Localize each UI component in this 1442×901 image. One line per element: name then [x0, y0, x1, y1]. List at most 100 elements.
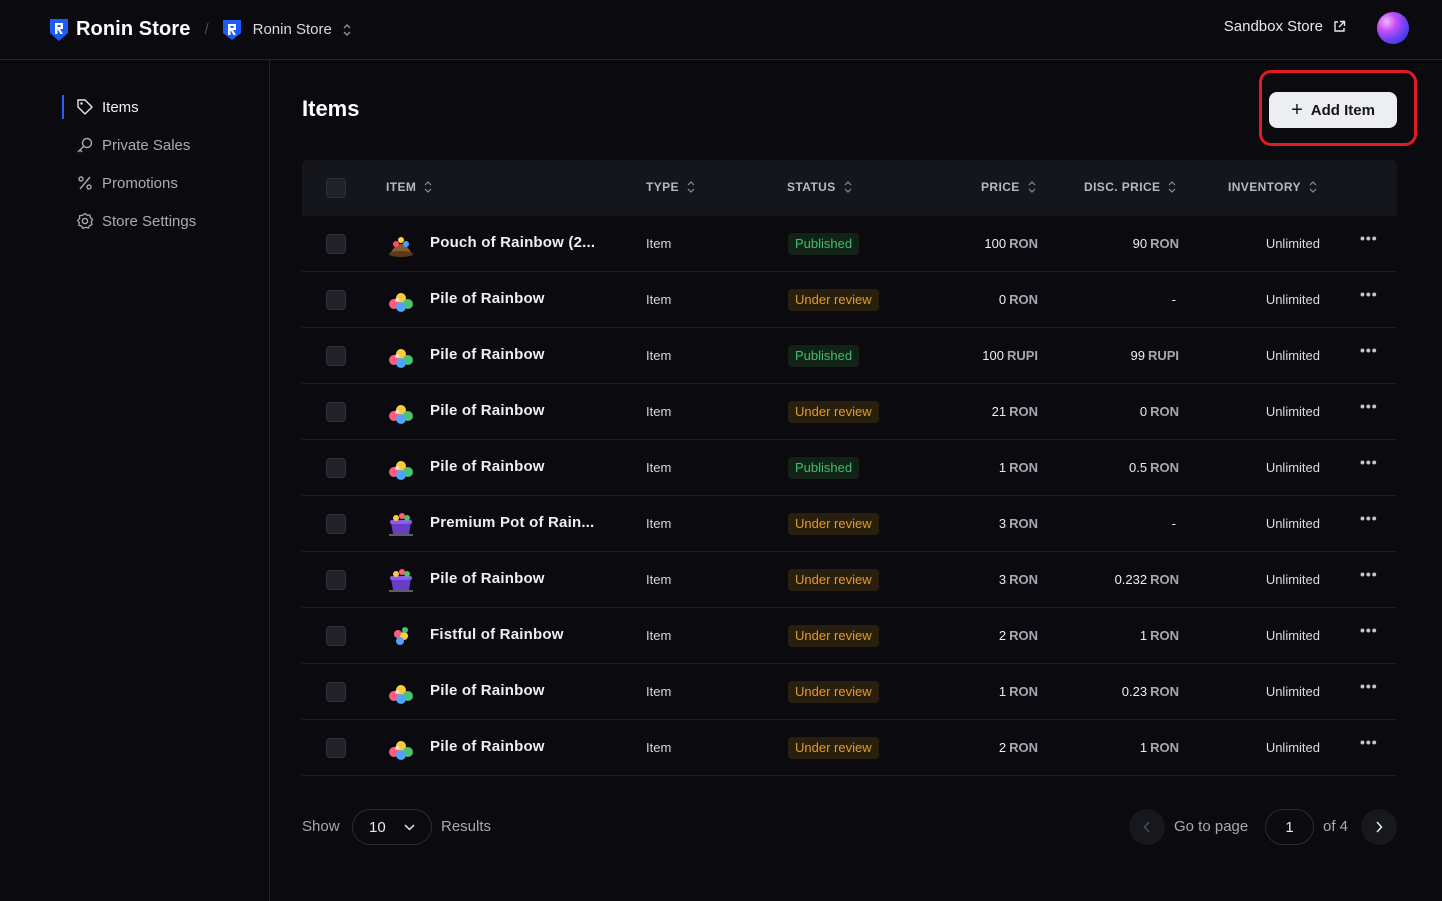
price-currency: RON [1009, 516, 1038, 531]
table-header: ITEM TYPE STATUS PRICE DISC. PRICE INVEN… [302, 160, 1397, 216]
more-actions-icon[interactable]: ••• [1360, 566, 1378, 582]
chevron-up-down-icon[interactable] [342, 23, 352, 37]
sidebar-item-label: Private Sales [102, 136, 191, 154]
price-cell: 3 RON [999, 516, 1038, 531]
inventory-cell: Unlimited [1265, 348, 1320, 363]
price-cell: 100 RUPI [982, 348, 1038, 363]
price-currency: RON [1009, 628, 1038, 643]
select-all-checkbox[interactable] [326, 178, 346, 198]
brand-name[interactable]: Ronin Store [76, 18, 191, 40]
item-name[interactable]: Pile of Rainbow [430, 738, 545, 755]
item-name[interactable]: Fistful of Rainbow [430, 626, 564, 643]
store-switcher[interactable]: Ronin Store [252, 21, 332, 38]
sort-icon [1028, 181, 1036, 193]
item-thumbnail [386, 510, 416, 538]
row-checkbox[interactable] [326, 570, 346, 590]
price-cell: 1 RON [999, 460, 1038, 475]
sidebar-item-label: Promotions [102, 174, 178, 192]
column-header-status[interactable]: STATUS [787, 180, 852, 194]
column-header-disc-price[interactable]: DISC. PRICE [1084, 180, 1176, 194]
row-checkbox[interactable] [326, 402, 346, 422]
item-name[interactable]: Pile of Rainbow [430, 290, 545, 307]
sidebar-item-label: Store Settings [102, 212, 197, 230]
table-row[interactable]: Pile of Rainbow Item Under review 21 RON 0 RON… [302, 384, 1397, 440]
item-thumbnail [386, 622, 416, 650]
price-currency: RUPI [1006, 348, 1038, 363]
status-badge: Under review [788, 289, 879, 311]
item-type: Item [646, 628, 672, 643]
table-row[interactable]: Pile of Rainbow Item Published 1 RON 0.5 RON Un… [302, 440, 1397, 496]
item-thumbnail [386, 230, 416, 258]
add-item-button[interactable]: + Add Item [1269, 92, 1397, 128]
avatar[interactable] [1377, 12, 1409, 44]
sidebar-item-private-sales[interactable]: Private Sales [62, 133, 190, 157]
disc-price-cell: 0.232 RON [1115, 572, 1179, 587]
previous-page-button[interactable] [1129, 809, 1165, 845]
row-checkbox[interactable] [326, 458, 346, 478]
table-row[interactable]: Pouch of Rainbow (2... Item Published 100 RO… [302, 216, 1397, 272]
table-row[interactable]: Pile of Rainbow Item Published 100 RUPI 99 RUP… [302, 328, 1397, 384]
more-actions-icon[interactable]: ••• [1360, 286, 1378, 302]
more-actions-icon[interactable]: ••• [1360, 734, 1378, 750]
price-currency: RON [1009, 236, 1038, 251]
table-row[interactable]: Pile of Rainbow Item Under review 2 RON 1 RON U… [302, 720, 1397, 776]
sidebar-item-store-settings[interactable]: Store Settings [62, 209, 196, 233]
more-actions-icon[interactable]: ••• [1360, 342, 1378, 358]
table-row[interactable]: Pile of Rainbow Item Under review 0 RON - Unli… [302, 272, 1397, 328]
inventory-cell: Unlimited [1265, 572, 1320, 587]
more-actions-icon[interactable]: ••• [1360, 622, 1378, 638]
disc-price-value: 90 [1132, 236, 1148, 251]
disc-price-cell: 0.5 RON [1129, 460, 1179, 475]
row-checkbox[interactable] [326, 626, 346, 646]
sort-icon [844, 181, 852, 193]
item-name[interactable]: Premium Pot of Rain... [430, 514, 595, 531]
row-checkbox[interactable] [326, 682, 346, 702]
item-name[interactable]: Pile of Rainbow [430, 458, 545, 475]
row-checkbox[interactable] [326, 290, 346, 310]
table-row[interactable]: Fistful of Rainbow Item Under review 2 RON 1 R… [302, 608, 1397, 664]
more-actions-icon[interactable]: ••• [1360, 398, 1378, 414]
item-name[interactable]: Pile of Rainbow [430, 682, 545, 699]
more-actions-icon[interactable]: ••• [1360, 454, 1378, 470]
price-value: 3 [998, 572, 1007, 587]
price-currency: RON [1009, 460, 1038, 475]
more-actions-icon[interactable]: ••• [1360, 678, 1378, 694]
column-header-price[interactable]: PRICE [981, 180, 1036, 194]
item-name[interactable]: Pile of Rainbow [430, 570, 545, 587]
sandbox-store-link[interactable]: Sandbox Store [1224, 18, 1346, 35]
sidebar-item-promotions[interactable]: Promotions [62, 171, 178, 195]
column-header-inventory[interactable]: INVENTORY [1228, 180, 1317, 194]
status-badge: Under review [788, 569, 879, 591]
next-page-button[interactable] [1361, 809, 1397, 845]
table-row[interactable]: Premium Pot of Rain... Item Under review 3 R… [302, 496, 1397, 552]
row-checkbox[interactable] [326, 738, 346, 758]
table-row[interactable]: Pile of Rainbow Item Under review 1 RON 0.23 R… [302, 664, 1397, 720]
disc-price-value: - [1171, 516, 1176, 531]
page-number-input[interactable] [1265, 809, 1314, 845]
price-value: 0 [998, 292, 1007, 307]
chevron-down-icon [404, 824, 415, 831]
chevron-left-icon [1143, 821, 1150, 833]
item-thumbnail [386, 454, 416, 482]
price-cell: 2 RON [999, 740, 1038, 755]
item-name[interactable]: Pile of Rainbow [430, 346, 545, 363]
more-actions-icon[interactable]: ••• [1360, 230, 1378, 246]
row-checkbox[interactable] [326, 234, 346, 254]
table-row[interactable]: Pile of Rainbow Item Under review 3 RON 0.232… [302, 552, 1397, 608]
column-label: INVENTORY [1228, 180, 1301, 194]
row-checkbox[interactable] [326, 514, 346, 534]
sidebar-item-items[interactable]: Items [62, 95, 139, 119]
page-size-select[interactable]: 10 [352, 809, 432, 845]
status-badge: Under review [788, 513, 879, 535]
sort-icon [687, 181, 695, 193]
row-checkbox[interactable] [326, 346, 346, 366]
column-header-type[interactable]: TYPE [646, 180, 695, 194]
item-name[interactable]: Pile of Rainbow [430, 402, 545, 419]
status-badge: Under review [788, 681, 879, 703]
item-name[interactable]: Pouch of Rainbow (2... [430, 234, 596, 251]
status-badge: Published [788, 457, 860, 479]
column-header-item[interactable]: ITEM [386, 180, 432, 194]
more-actions-icon[interactable]: ••• [1360, 510, 1378, 526]
inventory-cell: Unlimited [1265, 292, 1320, 307]
item-type: Item [646, 236, 672, 251]
